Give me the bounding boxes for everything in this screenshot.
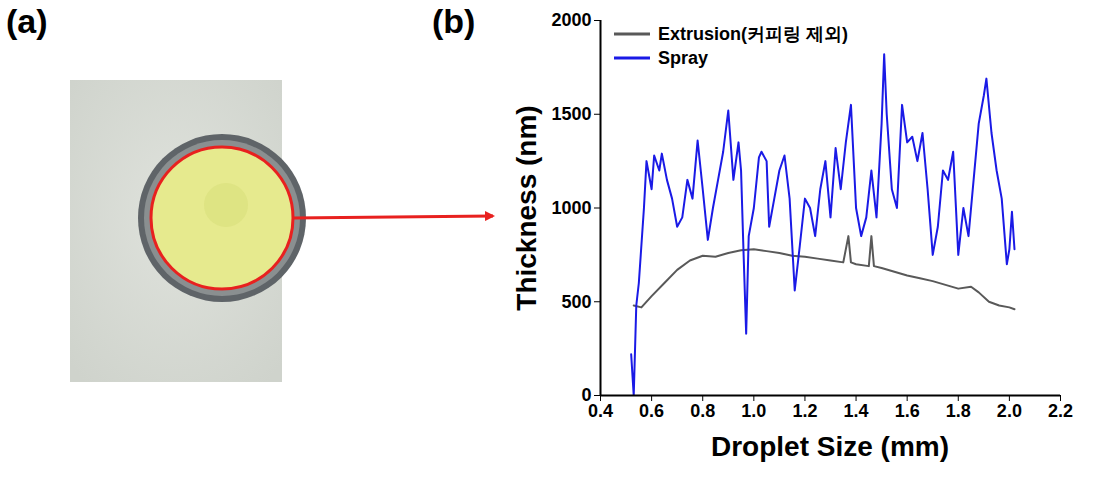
svg-text:0.6: 0.6 [639,401,664,421]
svg-text:0.8: 0.8 [690,401,715,421]
html-text:Thickness (nm): Thickness (nm) [511,104,542,311]
svg-text:0: 0 [581,385,592,406]
svg-text:1.6: 1.6 [895,401,920,421]
svg-text:1.8: 1.8 [946,401,971,421]
svg-text:1.0: 1.0 [741,401,766,421]
svg-text:500: 500 [561,292,591,312]
svg-text:1500: 1500 [551,104,591,124]
html-text:Droplet Size (mm): Droplet Size (mm) [711,431,949,462]
svg-text:2.2: 2.2 [1048,401,1073,421]
html-text:Extrusion(커피링 제외): Extrusion(커피링 제외) [658,24,848,44]
html-text:(a): (a) [6,2,48,40]
html-text:Spray: Spray [658,47,708,68]
svg-text:1000: 1000 [551,198,591,218]
svg-text:2.0: 2.0 [997,401,1022,421]
svg-text:0.4: 0.4 [588,401,613,421]
html-text:(b): (b) [432,2,476,40]
svg-text:1.4: 1.4 [844,401,869,421]
svg-text:2000: 2000 [551,10,591,30]
svg-text:1.2: 1.2 [792,401,817,421]
